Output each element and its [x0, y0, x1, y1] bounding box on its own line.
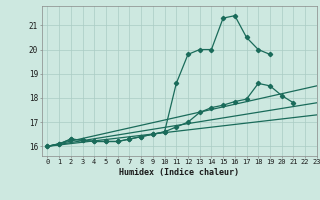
- X-axis label: Humidex (Indice chaleur): Humidex (Indice chaleur): [119, 168, 239, 177]
